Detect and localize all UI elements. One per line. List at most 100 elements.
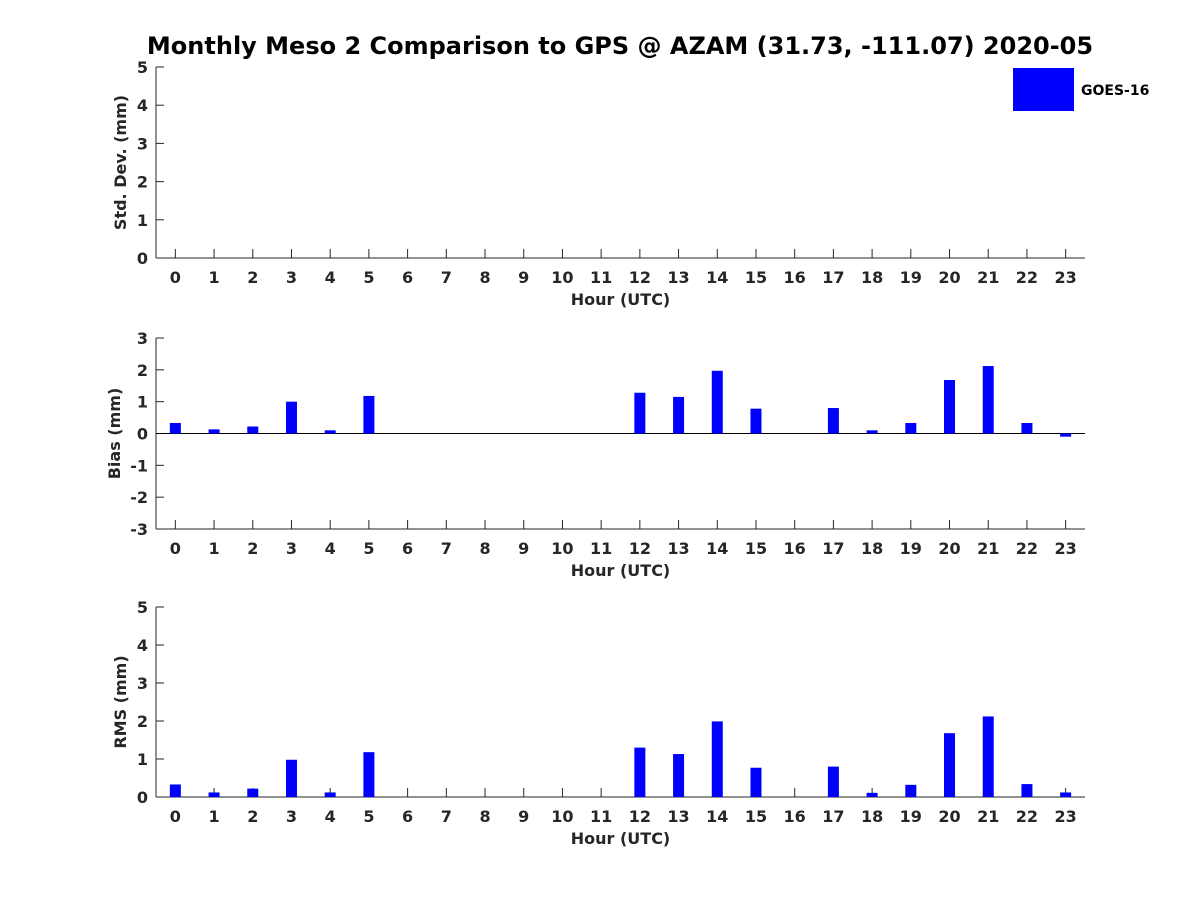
x-tick-label: 8 (479, 539, 490, 558)
x-tick-label: 10 (551, 807, 573, 826)
x-tick-label: 11 (590, 539, 612, 558)
x-tick-label: 9 (518, 807, 529, 826)
bar (711, 721, 723, 797)
x-tick-label: 18 (861, 807, 883, 826)
x-tick-label: 12 (629, 807, 651, 826)
x-tick-label: 23 (1055, 807, 1077, 826)
y-tick-label: 3 (137, 134, 148, 153)
x-tick-label: 15 (745, 807, 767, 826)
y-tick-label: 1 (137, 211, 148, 230)
x-tick-label: 2 (247, 268, 258, 287)
x-tick-label: 12 (629, 268, 651, 287)
x-tick-label: 23 (1055, 268, 1077, 287)
bar (363, 395, 375, 434)
x-tick-label: 7 (441, 268, 452, 287)
x-axis-label: Hour (UTC) (571, 561, 671, 580)
bar (208, 792, 220, 797)
x-tick-label: 21 (977, 268, 999, 287)
x-tick-label: 14 (706, 539, 728, 558)
x-tick-label: 4 (325, 268, 336, 287)
x-tick-label: 20 (938, 539, 960, 558)
x-tick-label: 6 (402, 539, 413, 558)
bar (750, 767, 762, 797)
x-tick-label: 3 (286, 268, 297, 287)
x-tick-label: 2 (247, 807, 258, 826)
x-tick-label: 17 (822, 807, 844, 826)
x-tick-label: 13 (667, 268, 689, 287)
bar (866, 792, 878, 797)
x-tick-label: 5 (363, 539, 374, 558)
x-axis-label: Hour (UTC) (571, 290, 671, 309)
bar (905, 422, 917, 434)
bar (169, 422, 181, 434)
x-tick-label: 11 (590, 807, 612, 826)
x-tick-label: 8 (479, 807, 490, 826)
x-tick-label: 17 (822, 268, 844, 287)
x-tick-label: 17 (822, 539, 844, 558)
x-tick-label: 8 (479, 268, 490, 287)
x-tick-label: 14 (706, 807, 728, 826)
y-tick-label: -3 (130, 520, 148, 539)
x-tick-label: 19 (900, 807, 922, 826)
y-tick-label: 3 (137, 674, 148, 693)
x-tick-label: 14 (706, 268, 728, 287)
x-tick-label: 15 (745, 268, 767, 287)
x-tick-label: 10 (551, 539, 573, 558)
bar (827, 766, 839, 797)
y-axis-label: Bias (mm) (105, 388, 124, 480)
x-tick-label: 13 (667, 807, 689, 826)
x-tick-label: 22 (1016, 539, 1038, 558)
x-tick-label: 1 (208, 539, 219, 558)
x-tick-label: 16 (784, 268, 806, 287)
y-axis-label: RMS (mm) (111, 655, 130, 748)
y-axis-label: Std. Dev. (mm) (111, 95, 130, 230)
bar (1060, 433, 1072, 437)
y-tick-label: 5 (137, 58, 148, 77)
x-tick-label: 20 (938, 807, 960, 826)
bar (1021, 784, 1033, 797)
bar (1060, 792, 1072, 797)
bar (944, 380, 956, 434)
x-tick-label: 3 (286, 807, 297, 826)
x-tick-label: 5 (363, 807, 374, 826)
y-tick-label: 2 (137, 712, 148, 731)
x-tick-label: 5 (363, 268, 374, 287)
bar (634, 747, 646, 797)
y-tick-label: 0 (137, 425, 148, 444)
bar (324, 430, 336, 434)
y-tick-label: 5 (137, 598, 148, 617)
x-tick-label: 22 (1016, 807, 1038, 826)
x-tick-label: 4 (325, 539, 336, 558)
x-tick-label: 0 (170, 268, 181, 287)
x-tick-label: 6 (402, 268, 413, 287)
x-tick-label: 4 (325, 807, 336, 826)
legend: GOES-16 (1013, 68, 1149, 111)
x-tick-label: 19 (900, 539, 922, 558)
bar (169, 784, 181, 797)
y-tick-label: 0 (137, 788, 148, 807)
x-tick-label: 1 (208, 807, 219, 826)
x-tick-label: 7 (441, 539, 452, 558)
x-tick-label: 10 (551, 268, 573, 287)
x-tick-label: 3 (286, 539, 297, 558)
x-tick-label: 16 (784, 807, 806, 826)
bar (827, 408, 839, 434)
x-tick-label: 0 (170, 807, 181, 826)
bar (285, 401, 297, 434)
x-tick-label: 7 (441, 807, 452, 826)
x-axis-label: Hour (UTC) (571, 829, 671, 848)
x-tick-label: 20 (938, 268, 960, 287)
x-tick-label: 1 (208, 268, 219, 287)
bar (711, 370, 723, 434)
x-tick-label: 23 (1055, 539, 1077, 558)
y-tick-label: 4 (137, 96, 148, 115)
chart-title: Monthly Meso 2 Comparison to GPS @ AZAM … (147, 32, 1093, 60)
bar (866, 430, 878, 434)
y-tick-label: 2 (137, 173, 148, 192)
x-tick-label: 18 (861, 539, 883, 558)
y-tick-label: 1 (137, 393, 148, 412)
bar (1021, 422, 1033, 434)
